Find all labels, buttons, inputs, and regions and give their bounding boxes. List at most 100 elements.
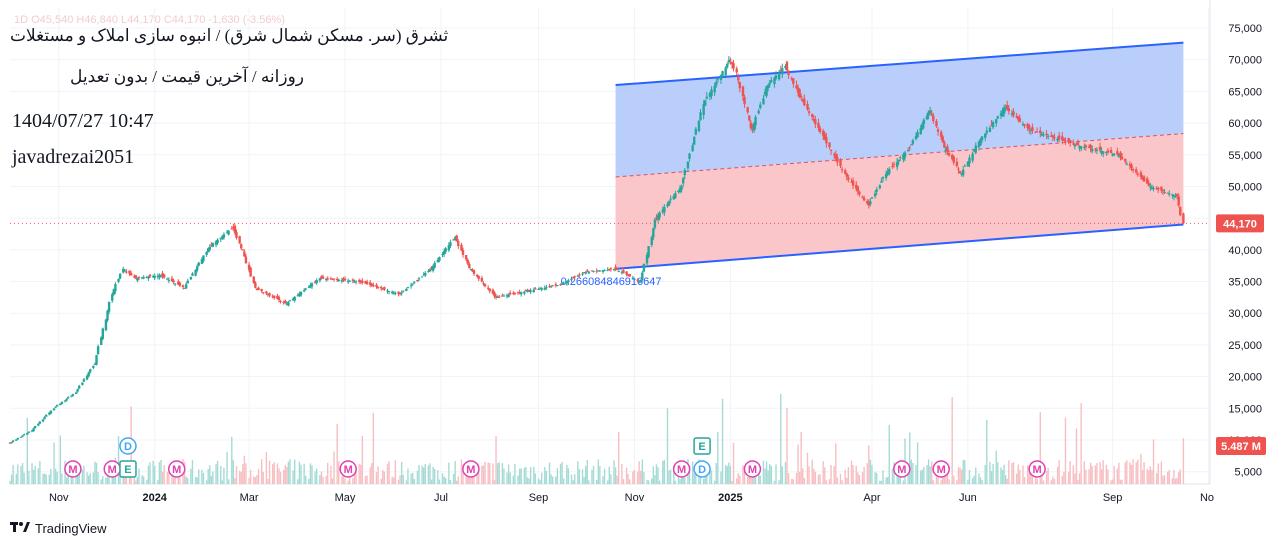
candle-body [329,278,333,280]
candle-body [1046,135,1050,137]
candle [768,79,771,88]
candle [524,289,528,292]
price-axis[interactable]: 75,00070,00065,00060,00055,00050,00045,0… [1228,23,1262,479]
candle-body [980,136,984,141]
event-markers[interactable]: M MDE M M M MED M M M M [64,437,1046,478]
candle-body [1045,133,1048,136]
candle-body [784,66,787,69]
marker-d[interactable]: D [119,437,137,455]
candle-body [688,153,691,159]
candle [1175,193,1179,200]
marker-d[interactable]: D [693,460,711,478]
candle [8,442,12,444]
candle [1051,135,1055,141]
candle-body [340,280,344,282]
volume-bar [273,462,275,484]
marker-m[interactable]: M [103,460,121,478]
marker-m[interactable]: M [64,460,82,478]
volume-bar [959,467,961,484]
marker-letter: M [108,464,117,476]
volume-bar [333,451,335,484]
candle [818,125,822,135]
marker-m[interactable]: M [893,460,911,478]
candle [33,425,37,429]
regression-channel[interactable]: 0.266084846916647 [561,41,1184,288]
candle-body [457,241,460,247]
candle [763,88,767,97]
candle-body [903,152,907,158]
candle-body [729,59,732,61]
marker-m[interactable]: M [462,460,480,478]
volume-bar [344,478,346,484]
candle-body [420,276,424,278]
candle [751,124,754,134]
volume-bar [1140,453,1142,484]
candle-body [1073,144,1077,147]
candle [1087,144,1091,149]
candle [881,176,885,182]
volume-bar [975,467,977,484]
candle-body [1119,152,1122,157]
marker-m[interactable]: M [167,460,186,478]
volume-bar [92,472,95,484]
volume-bar [179,474,181,484]
marker-e[interactable]: E [693,437,711,455]
candle [601,270,605,274]
candle [112,288,116,296]
candle [491,288,495,295]
candle [117,278,120,284]
candle-body [537,288,540,290]
volume-bar [457,476,459,484]
marker-m[interactable]: M [932,460,950,478]
candle [892,161,896,168]
volume-bar [94,461,96,484]
volume-bar [438,479,441,484]
candle-body [930,113,933,116]
candle [873,190,877,199]
candle-body [861,197,864,199]
marker-m[interactable]: M [1028,460,1046,478]
volume-bar [185,476,187,484]
tradingview-brand[interactable]: TradingView [10,521,107,536]
candle [1166,192,1169,194]
candle [781,63,784,79]
candle-body [961,169,965,176]
candle [30,429,34,433]
candle [560,281,564,286]
candle-body [839,159,842,167]
candle [628,273,631,277]
marker-m[interactable]: M [672,460,691,478]
candle [691,143,694,152]
volume-bar [764,468,766,484]
time-axis[interactable]: Nov 2024 Mar May Jul Sep Nov 2025 Apr Jun Sep No [49,492,1214,504]
candle [140,276,144,280]
candle [639,279,642,283]
candle-body [751,126,754,130]
candle [790,76,793,81]
candle-body [990,124,993,126]
volume-bar [152,460,154,484]
candle [129,271,133,276]
candle-body [752,123,756,131]
marker-m[interactable]: M [743,460,762,478]
candle [1035,127,1039,133]
candle [93,362,97,365]
candle [497,294,501,299]
volume-bar [651,478,653,484]
candle-body [211,243,215,247]
candle [268,292,271,298]
volume-bar [1089,462,1092,484]
marker-m[interactable]: M [339,460,357,478]
candle-body [405,288,408,292]
candle-body [255,288,259,290]
candle [631,275,635,280]
candle [369,279,372,288]
candle-body [779,70,782,72]
candle [930,109,933,117]
candle [1105,151,1108,156]
candle-body [667,201,671,206]
candle-body [790,78,793,80]
ohlc-legend: 1D O45,540 H46,840 L44,170 C44,170 -1,63… [14,14,285,26]
marker-e[interactable]: E [119,460,137,478]
